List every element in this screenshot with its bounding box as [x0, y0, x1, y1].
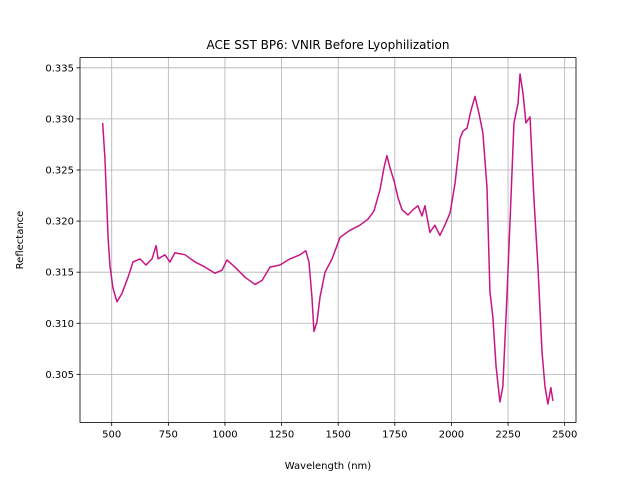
y-tick-label: 0.315 — [45, 268, 74, 279]
plot-frame — [79, 57, 577, 423]
line — [101, 73, 554, 405]
x-tick-label: 750 — [159, 429, 178, 440]
x-tick-label: 2000 — [439, 429, 464, 440]
y-tick-label: 0.310 — [45, 319, 74, 330]
chart-title: ACE SST BP6: VNIR Before Lyophilization — [207, 38, 450, 52]
y-tick-label: 0.335 — [45, 63, 74, 74]
y-axis-label: Reflectance — [15, 211, 26, 270]
y-tick-label: 0.305 — [45, 370, 74, 381]
x-tick-label: 2500 — [552, 429, 577, 440]
y-tick-label: 0.325 — [45, 166, 74, 177]
y-tick-label: 0.320 — [45, 217, 74, 228]
x-tick-label: 1750 — [382, 429, 407, 440]
x-tick-label: 1000 — [212, 429, 237, 440]
x-tick-label: 2250 — [495, 429, 520, 440]
x-tick-label: 1250 — [269, 429, 294, 440]
x-axis-label: Wavelength (nm) — [285, 461, 371, 472]
x-tick-label: 1500 — [325, 429, 350, 440]
y-tick-label: 0.330 — [45, 114, 74, 125]
x-tick-label: 500 — [102, 429, 121, 440]
